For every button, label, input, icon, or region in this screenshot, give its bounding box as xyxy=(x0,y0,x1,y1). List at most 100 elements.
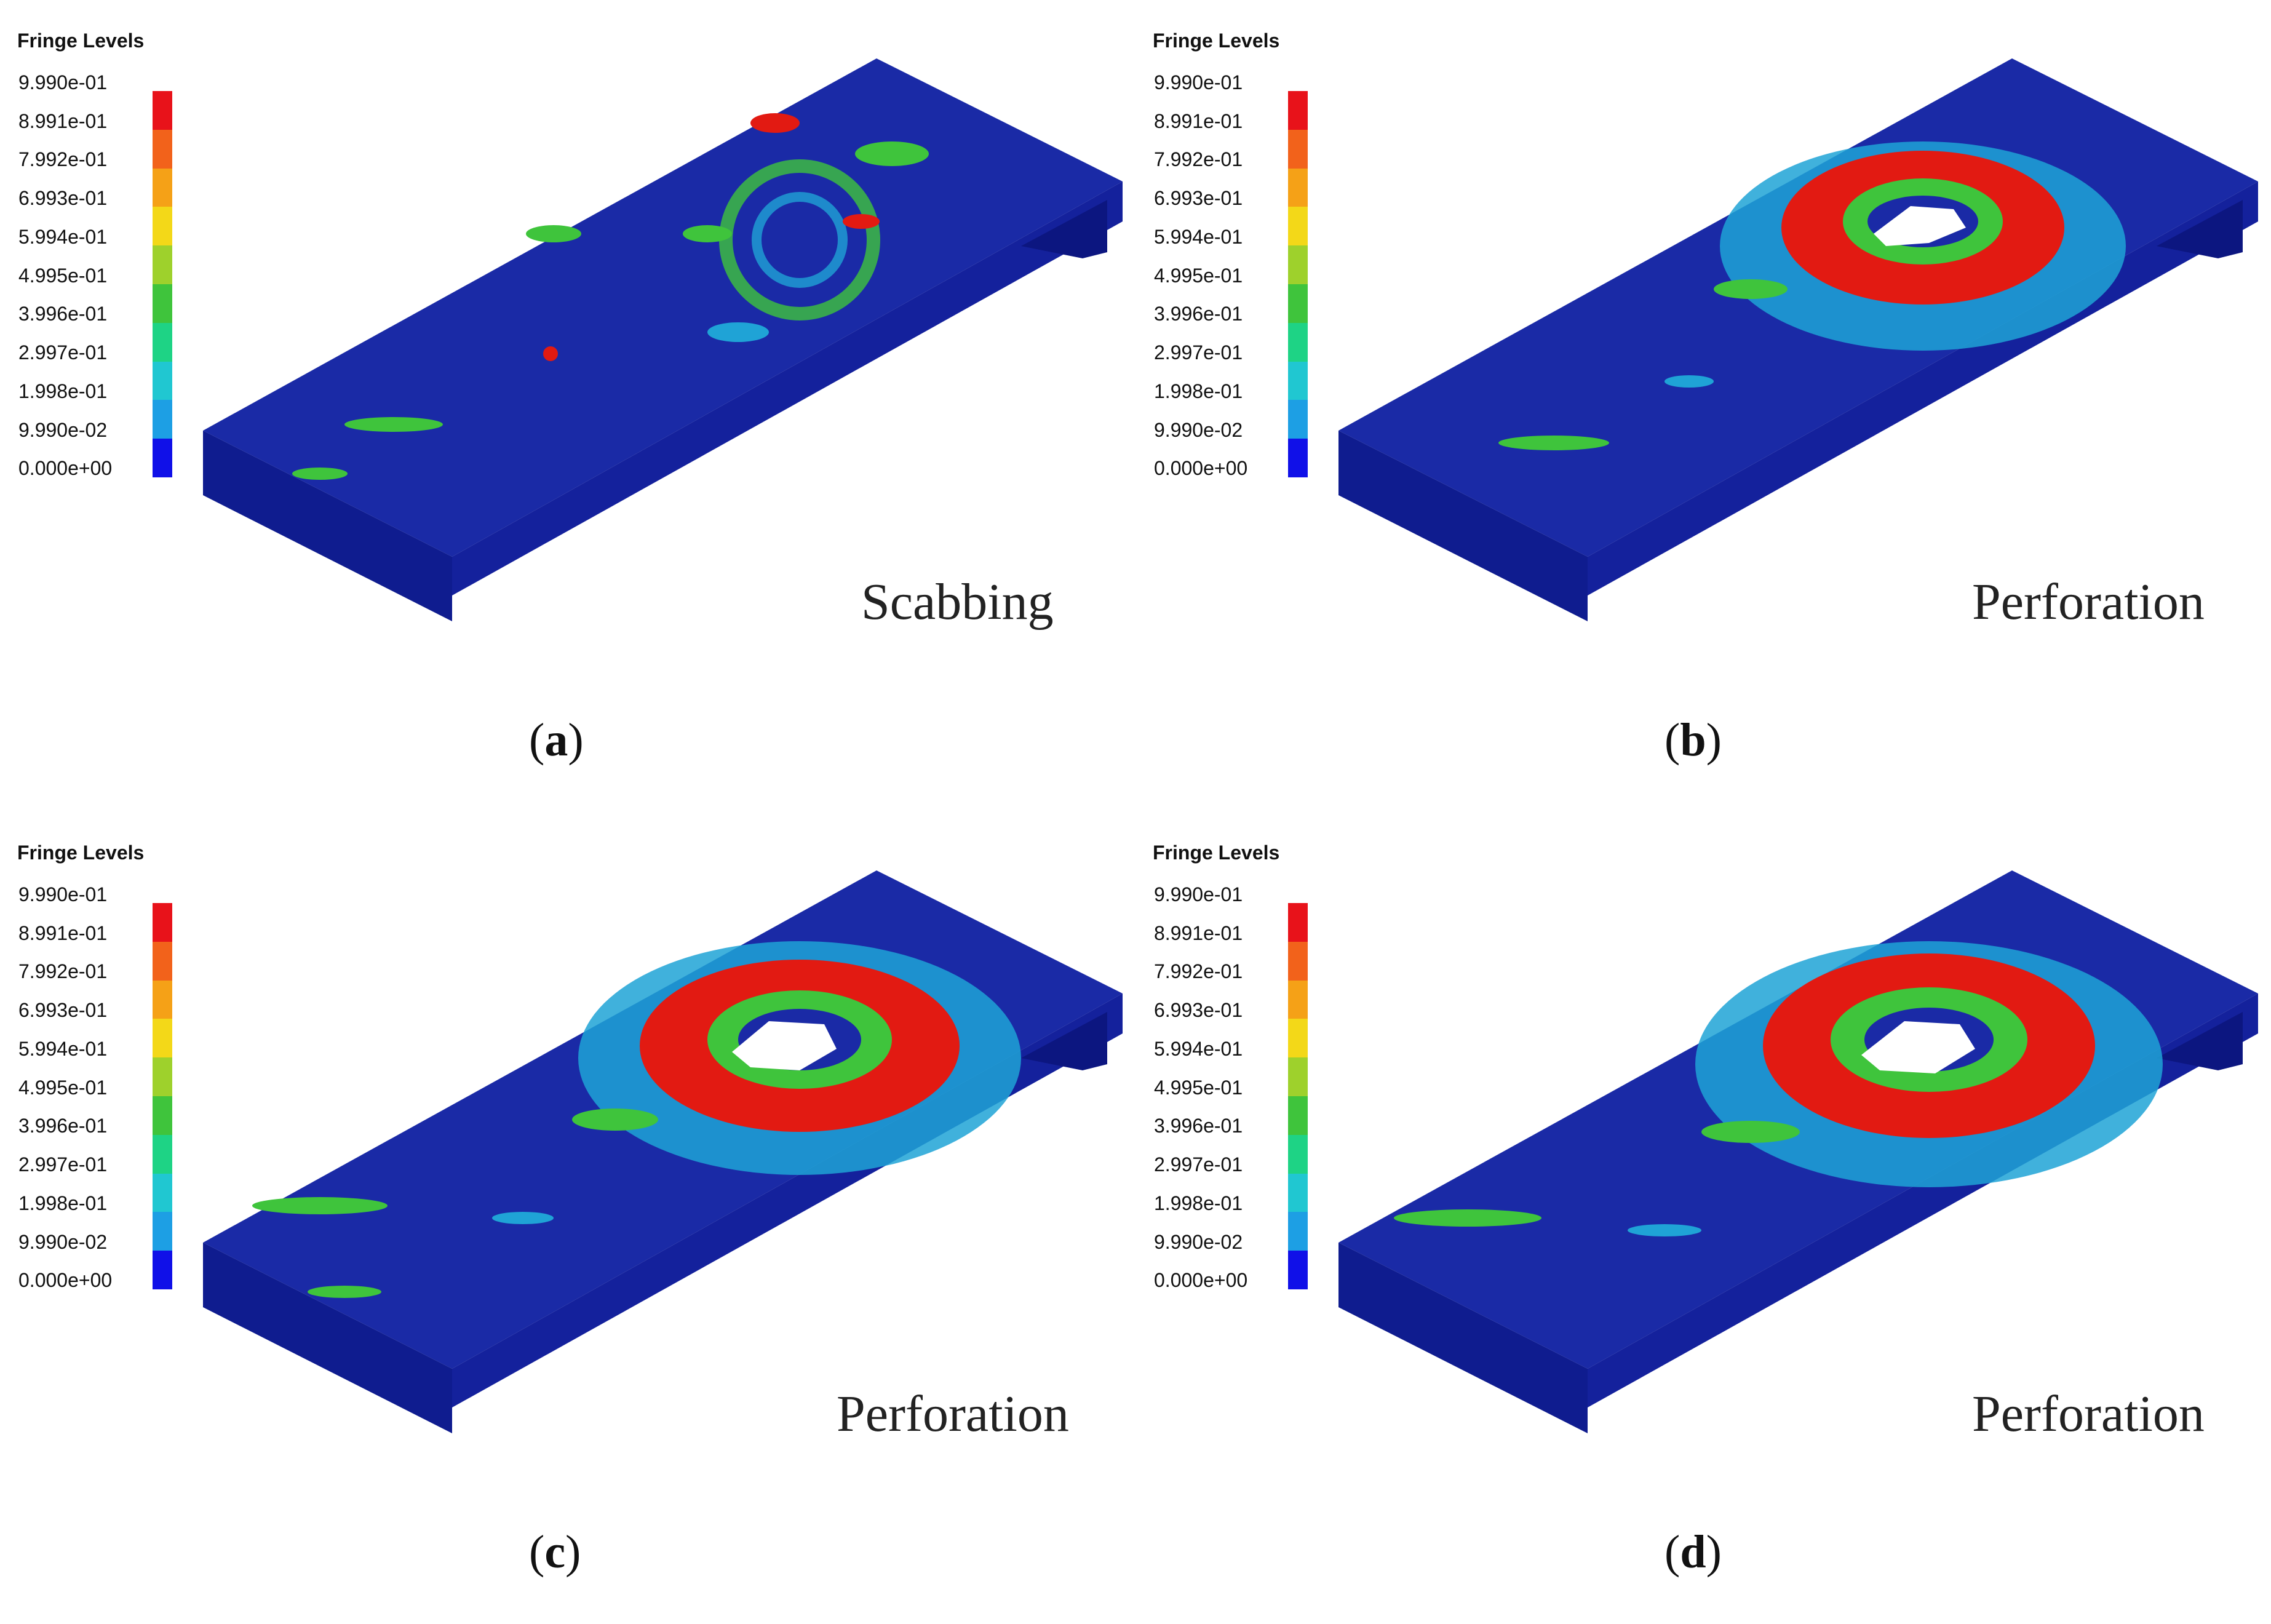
legend-swatch xyxy=(1288,1251,1308,1289)
legend-level: 4.995e-01 xyxy=(1154,265,1243,287)
legend-level: 7.992e-01 xyxy=(18,960,108,982)
legend-level: 9.990e-02 xyxy=(18,419,108,441)
legend-level: 4.995e-01 xyxy=(18,1077,108,1099)
legend-swatch xyxy=(1288,1057,1308,1096)
plate-model-a xyxy=(203,58,1123,621)
legend-level: 2.997e-01 xyxy=(18,341,108,364)
panel-a: Fringe Levels 9.990e-01 8.991e-01 7.992e… xyxy=(0,0,1136,812)
legend-swatch xyxy=(153,129,172,169)
legend-level: 1.998e-01 xyxy=(1154,1192,1243,1214)
legend-swatch xyxy=(1288,168,1308,207)
legend-title: Fringe Levels xyxy=(1153,30,1280,52)
legend-level: 3.996e-01 xyxy=(18,303,108,325)
panel-d: Fringe Levels 9.990e-01 8.991e-01 7.992e… xyxy=(1136,812,2271,1624)
outcome-label: Perforation xyxy=(1972,1385,2205,1443)
outcome-label: Scabbing xyxy=(861,573,1054,631)
plate-model-b xyxy=(1338,58,2258,621)
legend-swatch xyxy=(1288,400,1308,439)
legend-swatch xyxy=(153,91,172,130)
damage-pattern-b xyxy=(1498,141,2126,450)
legend-level: 0.000e+00 xyxy=(1154,1269,1248,1291)
legend-level: 5.994e-01 xyxy=(18,226,108,248)
legend-swatch xyxy=(153,207,172,246)
legend-swatch xyxy=(153,941,172,981)
legend-level: 1.998e-01 xyxy=(18,1192,108,1214)
legend-swatch xyxy=(1288,361,1308,400)
legend-level: 0.000e+00 xyxy=(18,1269,113,1291)
legend-level: 6.993e-01 xyxy=(18,999,108,1021)
legend-level: 8.991e-01 xyxy=(18,110,108,132)
legend-level: 3.996e-01 xyxy=(1154,1115,1243,1137)
legend-swatch xyxy=(1288,980,1308,1019)
legend-swatch xyxy=(153,1173,172,1212)
legend-color-bar xyxy=(1288,903,1308,1289)
legend-level: 6.993e-01 xyxy=(1154,999,1243,1021)
legend-swatch xyxy=(1288,207,1308,246)
legend-swatch xyxy=(153,1134,172,1174)
legend-swatch xyxy=(153,1019,172,1058)
legend-swatch xyxy=(153,903,172,942)
legend-level: 5.994e-01 xyxy=(18,1038,108,1060)
legend-swatch xyxy=(153,1057,172,1096)
legend-swatch xyxy=(153,1212,172,1251)
legend-level: 9.990e-01 xyxy=(1154,71,1243,94)
legend-level: 7.992e-01 xyxy=(1154,148,1243,170)
legend-swatch xyxy=(1288,1019,1308,1058)
panel-b: Fringe Levels 9.990e-01 8.991e-01 7.992e… xyxy=(1136,0,2271,812)
legend-level: 1.998e-01 xyxy=(1154,380,1243,402)
legend-swatch xyxy=(1288,1096,1308,1135)
legend-swatch xyxy=(153,1251,172,1289)
legend-level: 3.996e-01 xyxy=(1154,303,1243,325)
legend-swatch xyxy=(1288,322,1308,362)
legend-swatch xyxy=(1288,439,1308,477)
legend-level: 9.990e-01 xyxy=(1154,883,1243,906)
legend-level: 9.990e-01 xyxy=(18,883,108,906)
legend-title: Fringe Levels xyxy=(17,30,145,52)
legend-level: 6.993e-01 xyxy=(1154,187,1243,209)
legend-level: 2.997e-01 xyxy=(1154,1153,1243,1176)
outcome-label: Perforation xyxy=(837,1385,1069,1443)
legend-swatch xyxy=(153,245,172,284)
panel-c: Fringe Levels 9.990e-01 8.991e-01 7.992e… xyxy=(0,812,1136,1624)
legend-swatch xyxy=(1288,903,1308,942)
legend-swatch xyxy=(153,284,172,323)
legend-level: 6.993e-01 xyxy=(18,187,108,209)
damage-pattern-c xyxy=(252,941,1021,1298)
panel-caption: (d) xyxy=(1664,1526,1722,1578)
damage-pattern-d xyxy=(1394,941,2163,1236)
legend-level: 5.994e-01 xyxy=(1154,226,1243,248)
legend-level: 9.990e-01 xyxy=(18,71,108,94)
legend-swatch xyxy=(153,439,172,477)
legend-color-bar xyxy=(153,91,172,477)
legend-swatch xyxy=(153,322,172,362)
legend-swatch xyxy=(153,1096,172,1135)
legend-level: 5.994e-01 xyxy=(1154,1038,1243,1060)
legend-level: 9.990e-02 xyxy=(1154,1231,1243,1253)
legend-level: 7.992e-01 xyxy=(1154,960,1243,982)
legend-swatch xyxy=(153,168,172,207)
legend-swatch xyxy=(153,361,172,400)
legend-level: 0.000e+00 xyxy=(1154,457,1248,479)
legend-color-bar xyxy=(1288,91,1308,477)
legend-level: 8.991e-01 xyxy=(1154,922,1243,944)
panel-caption: (a) xyxy=(529,714,584,766)
legend-level: 4.995e-01 xyxy=(1154,1077,1243,1099)
damage-pattern-a xyxy=(292,113,929,480)
legend-swatch xyxy=(1288,1134,1308,1174)
legend-level: 2.997e-01 xyxy=(1154,341,1243,364)
legend-swatch xyxy=(153,980,172,1019)
legend-level: 3.996e-01 xyxy=(18,1115,108,1137)
legend-level: 2.997e-01 xyxy=(18,1153,108,1176)
legend-swatch xyxy=(1288,284,1308,323)
legend-color-bar xyxy=(153,903,172,1289)
legend-level: 7.992e-01 xyxy=(18,148,108,170)
legend-swatch xyxy=(1288,245,1308,284)
legend-swatch xyxy=(153,400,172,439)
legend-swatch xyxy=(1288,91,1308,130)
legend-swatch xyxy=(1288,1212,1308,1251)
legend-level: 4.995e-01 xyxy=(18,265,108,287)
legend-title: Fringe Levels xyxy=(1153,842,1280,864)
plate-model-c xyxy=(203,870,1123,1433)
panel-caption: (c) xyxy=(529,1526,581,1578)
legend-level: 9.990e-02 xyxy=(1154,419,1243,441)
